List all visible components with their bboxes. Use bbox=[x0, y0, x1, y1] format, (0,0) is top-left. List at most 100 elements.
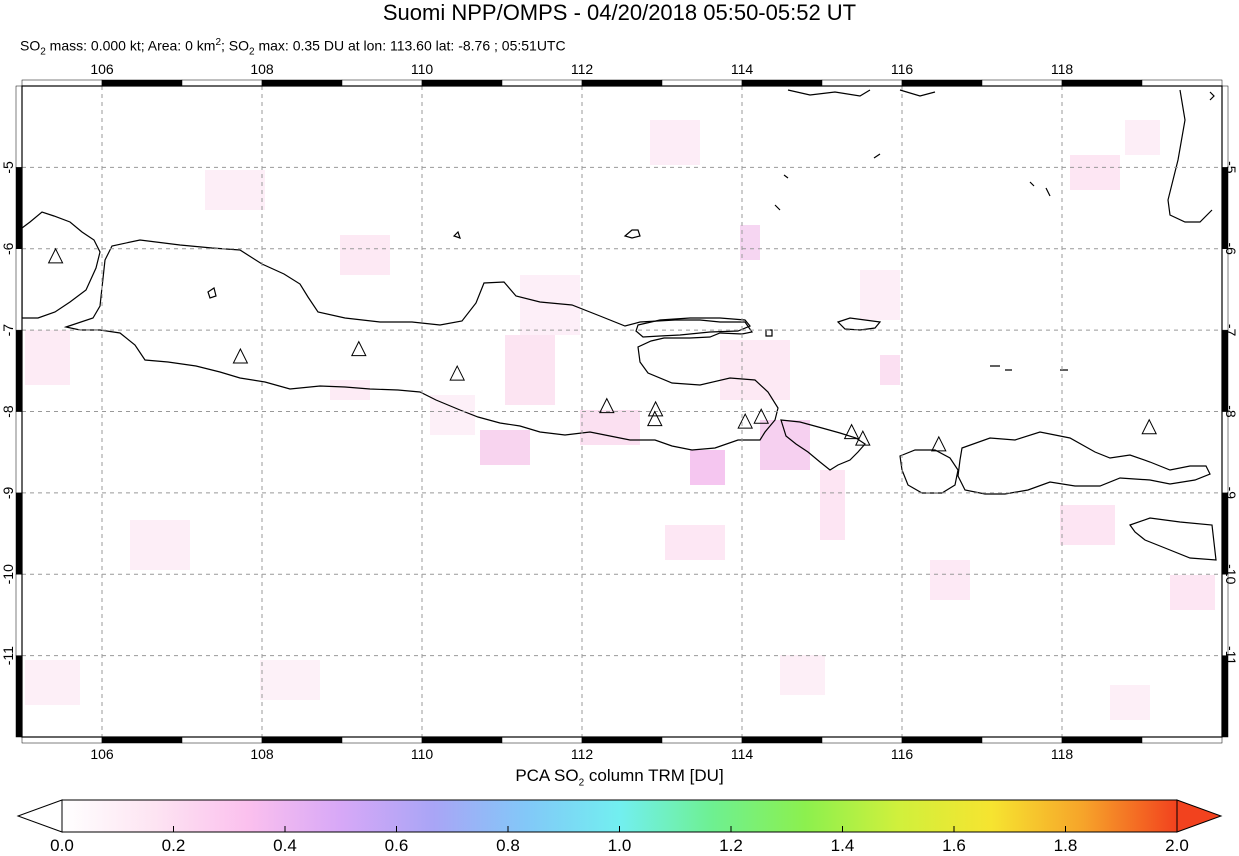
sumatra-tip bbox=[21, 211, 101, 319]
lat-tick-label: -5 bbox=[0, 161, 16, 174]
lombok-island bbox=[899, 449, 959, 494]
graticule-strip bbox=[15, 655, 23, 738]
lon-tick-label: 112 bbox=[571, 61, 594, 77]
graticule-strip bbox=[181, 736, 263, 744]
graticule-strip bbox=[981, 736, 1063, 744]
graticule-strip bbox=[1221, 492, 1229, 575]
lon-tick-label: 118 bbox=[1051, 746, 1074, 762]
graticule-strip bbox=[821, 736, 903, 744]
java-coastline bbox=[63, 239, 779, 451]
graticule-strip bbox=[261, 736, 343, 744]
graticule-strip bbox=[741, 79, 823, 87]
lon-tick-label: 112 bbox=[571, 746, 594, 762]
bali-island bbox=[780, 419, 866, 471]
colorbar-tick-label: 1.6 bbox=[942, 836, 966, 855]
volcano-marker bbox=[598, 397, 615, 414]
volcano-marker bbox=[232, 347, 249, 364]
lat-tick-label: -9 bbox=[0, 486, 16, 499]
kangean bbox=[836, 317, 882, 331]
colorbar-over-arrow bbox=[1176, 799, 1223, 833]
lat-tick-label: -7 bbox=[1223, 324, 1239, 337]
volcano-marker bbox=[647, 400, 664, 417]
graticule-strip bbox=[901, 736, 983, 744]
graticule-strip bbox=[1221, 655, 1229, 738]
graticule-strip bbox=[1061, 736, 1143, 744]
graticule-strip bbox=[661, 736, 743, 744]
subtitle-sub-2: 2 bbox=[249, 46, 255, 58]
subtitle-sub-1: 2 bbox=[40, 46, 46, 58]
lon-tick-label: 110 bbox=[411, 746, 434, 762]
subtitle-text-4: max: 0.35 DU at lon: 113.60 lat: -8.76 ;… bbox=[254, 37, 566, 54]
graticule-strip bbox=[15, 167, 23, 249]
lat-tick-label: -8 bbox=[0, 405, 16, 418]
lon-tick-label: 106 bbox=[90, 746, 114, 762]
volcano-marker bbox=[753, 408, 770, 424]
lat-tick-label: -10 bbox=[0, 564, 16, 584]
subtitle-sup: 2 bbox=[215, 37, 221, 48]
graticule-strip bbox=[1221, 411, 1229, 494]
graticule-strip bbox=[1221, 167, 1229, 249]
graticule-strip bbox=[821, 79, 903, 87]
graticule-strip bbox=[1141, 736, 1223, 744]
colorbar bbox=[16, 799, 1223, 833]
graticule-strip bbox=[181, 79, 263, 87]
colorbar-title-sub: 2 bbox=[578, 777, 585, 789]
map-figure: 106 106 108 108 110 110 112 112 114 114 116 116 118 1… bbox=[0, 61, 1239, 762]
graticule-strip bbox=[15, 248, 23, 331]
lat-tick-label: -5 bbox=[1223, 161, 1239, 174]
volcano-marker bbox=[449, 364, 466, 381]
graticule-strip bbox=[1221, 248, 1229, 331]
graticule-strip bbox=[581, 79, 663, 87]
colorbar-tick-label: 2.0 bbox=[1165, 836, 1189, 855]
lon-tick-label: 108 bbox=[250, 61, 274, 77]
graticule-strip bbox=[101, 736, 183, 744]
lon-tick-label: 118 bbox=[1051, 61, 1074, 77]
volcano-marker bbox=[843, 423, 860, 440]
map-frame bbox=[15, 79, 1229, 744]
graticule-strip bbox=[15, 492, 23, 575]
graticule-strip bbox=[1141, 79, 1223, 87]
lat-tick-label: -11 bbox=[0, 646, 16, 665]
map-border bbox=[21, 85, 1223, 738]
so2-pixels bbox=[25, 120, 1215, 720]
colorbar-title-rest: column TRM [DU] bbox=[584, 766, 724, 785]
graticule-strip bbox=[901, 79, 983, 87]
colorbar-title-main: PCA SO bbox=[515, 766, 579, 785]
subtitle-text-1: SO bbox=[20, 37, 41, 54]
volcano-marker bbox=[854, 430, 871, 446]
lat-tick-label: -11 bbox=[1223, 646, 1239, 665]
colorbar-tick-label: 0.0 bbox=[50, 836, 74, 855]
lon-tick-label: 114 bbox=[731, 746, 754, 762]
subtitle-text-3: ; SO bbox=[221, 37, 250, 54]
graticule-strip bbox=[421, 79, 503, 87]
volcano-marker bbox=[646, 410, 663, 427]
volcano-marker bbox=[47, 247, 64, 264]
sulawesi-tip bbox=[1209, 91, 1215, 101]
colorbar-tick-label: 0.4 bbox=[273, 836, 297, 855]
lat-tick-label: -8 bbox=[1223, 405, 1239, 418]
graticule-strip bbox=[341, 79, 423, 87]
lat-tick-label: -6 bbox=[0, 242, 16, 255]
graticule-strip bbox=[15, 85, 23, 168]
graticule-strip bbox=[15, 329, 23, 412]
volcano-marker bbox=[737, 412, 754, 429]
borneo-coast bbox=[787, 89, 1213, 223]
graticule-strip bbox=[1221, 329, 1229, 412]
volcano-markers bbox=[47, 247, 1158, 452]
lon-tick-label: 116 bbox=[891, 61, 914, 77]
lat-tick-label: -7 bbox=[0, 324, 16, 337]
lon-tick-label: 114 bbox=[731, 61, 754, 77]
graticule-strip bbox=[981, 79, 1063, 87]
lon-tick-label: 110 bbox=[411, 61, 434, 77]
graticule-strip bbox=[741, 736, 823, 744]
graticule-strip bbox=[1221, 85, 1229, 168]
lat-tick-label: -10 bbox=[1223, 564, 1239, 584]
lon-tick-label: 116 bbox=[891, 746, 914, 762]
graticule-strip bbox=[101, 79, 183, 87]
lat-tick-label: -6 bbox=[1223, 243, 1239, 256]
graticule-strip bbox=[15, 574, 23, 656]
colorbar-tick-label: 0.8 bbox=[496, 836, 520, 855]
colorbar-tick-label: 1.4 bbox=[830, 836, 855, 855]
graticule-strip bbox=[21, 79, 103, 87]
volcano-marker bbox=[350, 340, 367, 357]
